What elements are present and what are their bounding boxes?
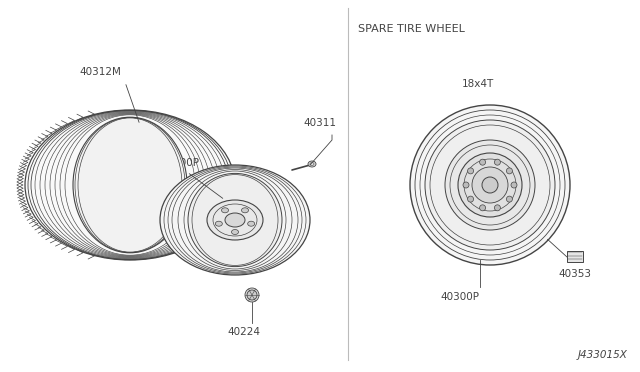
- Ellipse shape: [207, 200, 263, 240]
- Ellipse shape: [73, 117, 187, 253]
- Ellipse shape: [410, 105, 570, 265]
- Ellipse shape: [482, 177, 498, 193]
- Text: 40311: 40311: [303, 118, 337, 128]
- Ellipse shape: [468, 196, 474, 202]
- Ellipse shape: [472, 167, 508, 203]
- Ellipse shape: [25, 110, 235, 260]
- Ellipse shape: [479, 205, 486, 211]
- Text: J433015X: J433015X: [578, 350, 628, 360]
- Ellipse shape: [188, 173, 282, 267]
- Ellipse shape: [468, 168, 474, 174]
- Ellipse shape: [247, 290, 257, 300]
- Ellipse shape: [232, 230, 239, 234]
- Ellipse shape: [506, 168, 513, 174]
- Ellipse shape: [425, 120, 555, 250]
- Ellipse shape: [308, 161, 316, 167]
- Text: SPARE TIRE WHEEL: SPARE TIRE WHEEL: [358, 24, 465, 34]
- Ellipse shape: [215, 221, 222, 226]
- Ellipse shape: [506, 196, 513, 202]
- Ellipse shape: [479, 159, 486, 165]
- Ellipse shape: [248, 221, 255, 226]
- Ellipse shape: [495, 205, 500, 211]
- Ellipse shape: [511, 182, 517, 188]
- Text: 40300P: 40300P: [440, 292, 479, 302]
- Ellipse shape: [221, 208, 228, 213]
- Ellipse shape: [495, 159, 500, 165]
- Ellipse shape: [463, 182, 469, 188]
- Ellipse shape: [241, 208, 248, 213]
- Text: 40300P: 40300P: [160, 158, 199, 168]
- Ellipse shape: [445, 140, 535, 230]
- Text: 40353: 40353: [559, 269, 591, 279]
- Ellipse shape: [458, 153, 522, 217]
- Ellipse shape: [160, 165, 310, 275]
- Text: 40312M: 40312M: [79, 67, 121, 77]
- Ellipse shape: [225, 213, 245, 227]
- Text: 40224: 40224: [227, 327, 260, 337]
- Bar: [567, 251, 583, 262]
- Text: 18x4T: 18x4T: [462, 79, 494, 89]
- Ellipse shape: [245, 288, 259, 302]
